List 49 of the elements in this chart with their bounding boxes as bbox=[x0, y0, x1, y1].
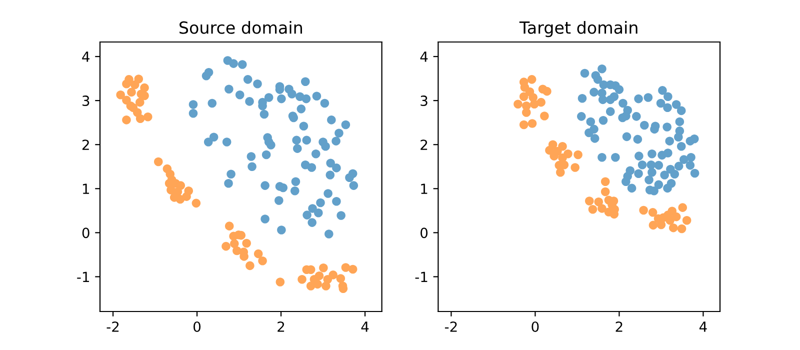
x-tick-label: -2 bbox=[106, 321, 119, 332]
point bbox=[528, 119, 537, 128]
x-tick-label: 0 bbox=[532, 321, 539, 332]
point bbox=[600, 187, 610, 196]
point bbox=[672, 212, 681, 222]
y-tick-label: 3 bbox=[420, 96, 428, 106]
y-tick-label: -1 bbox=[415, 272, 428, 282]
point bbox=[530, 100, 539, 108]
point bbox=[668, 223, 678, 232]
y-tick-label: 3 bbox=[82, 96, 90, 106]
x-tick-label: 2 bbox=[278, 321, 284, 332]
point bbox=[648, 208, 658, 217]
y-tick-label: 2 bbox=[82, 140, 89, 150]
point bbox=[550, 152, 558, 160]
x-tick-label: 4 bbox=[361, 322, 369, 332]
y-tick-label: 1 bbox=[421, 184, 428, 194]
point bbox=[594, 197, 604, 206]
chart-title: Source domain bbox=[180, 21, 302, 34]
point bbox=[519, 92, 528, 101]
point bbox=[678, 203, 688, 212]
y-tick-label: -1 bbox=[77, 272, 89, 282]
chart-title: Target domain bbox=[519, 21, 638, 38]
point bbox=[584, 196, 594, 206]
point bbox=[648, 220, 658, 230]
point bbox=[522, 108, 531, 117]
point bbox=[574, 150, 582, 160]
point bbox=[682, 216, 692, 225]
point bbox=[542, 86, 552, 96]
point bbox=[556, 168, 565, 177]
point bbox=[527, 75, 536, 84]
y-tick-label: 4 bbox=[420, 52, 428, 62]
point bbox=[588, 204, 598, 214]
y-tick-label: 0 bbox=[82, 228, 90, 238]
x-tick-label: 0 bbox=[194, 321, 201, 332]
point bbox=[540, 112, 549, 120]
point bbox=[570, 163, 580, 172]
point bbox=[598, 204, 606, 213]
x-tick-label: 2 bbox=[616, 321, 622, 332]
y-tick-label: 0 bbox=[420, 228, 428, 238]
point bbox=[514, 100, 522, 108]
x-tick-label: 4 bbox=[699, 322, 707, 332]
y-tick-label: 1 bbox=[82, 184, 89, 194]
point bbox=[677, 224, 686, 234]
point bbox=[519, 120, 528, 130]
y-tick-label: 2 bbox=[420, 140, 428, 150]
point bbox=[639, 206, 648, 215]
y-tick-label: 4 bbox=[82, 52, 90, 62]
x-tick-label: -2 bbox=[444, 321, 457, 332]
point bbox=[600, 177, 610, 186]
